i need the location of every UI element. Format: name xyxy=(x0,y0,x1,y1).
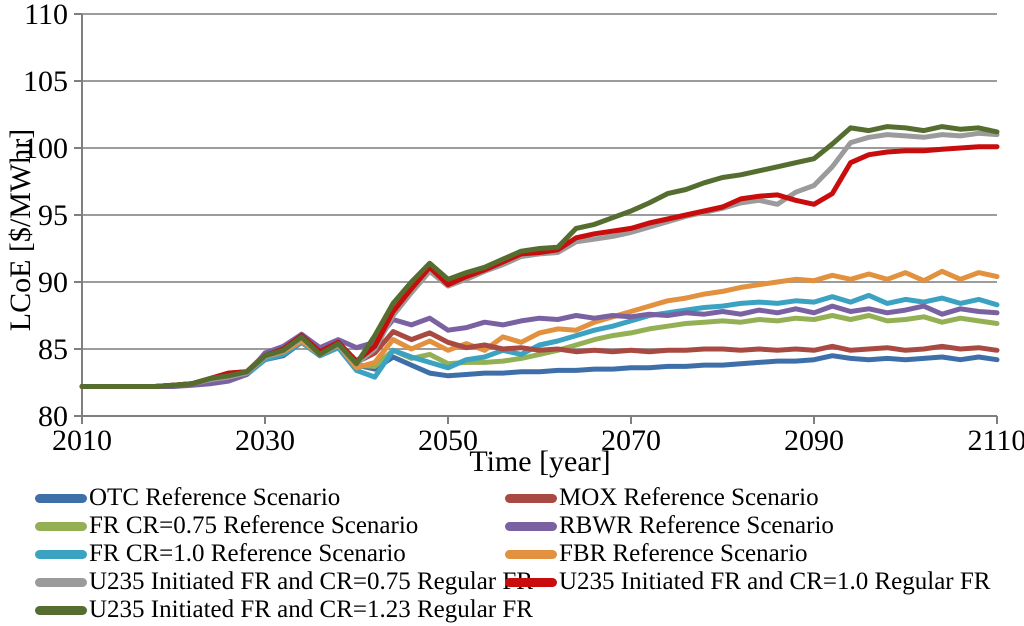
legend-swatch xyxy=(35,493,87,503)
y-tick-label-110: 110 xyxy=(24,0,68,31)
legend-swatch xyxy=(35,521,87,531)
legend-swatch xyxy=(35,549,87,559)
legend-label: OTC Reference Scenario xyxy=(89,484,341,511)
series-line-fbr-reference-scenario xyxy=(79,268,1000,389)
legend-label: U235 Initiated FR and CR=1.0 Regular FR xyxy=(559,568,991,595)
y-tick-label-85: 85 xyxy=(38,333,68,366)
legend-swatch xyxy=(35,577,87,587)
legend-item: RBWR Reference Scenario xyxy=(505,512,1024,540)
legend-swatch xyxy=(35,605,87,615)
legend-item: U235 Initiated FR and CR=0.75 Regular FR xyxy=(35,568,533,596)
legend-swatch xyxy=(505,493,557,503)
series-lines xyxy=(79,124,1000,389)
y-tick-label-105: 105 xyxy=(23,65,68,98)
legend-item: U235 Initiated FR and CR=1.23 Regular FR xyxy=(35,596,533,624)
y-tick-label-80: 80 xyxy=(38,400,68,433)
legend-item: OTC Reference Scenario xyxy=(35,484,505,512)
lcoe-line-chart: 80 85 90 95 100 105 110 2010 2030 2050 2070 2090 211… xyxy=(4,0,1024,478)
y-axis-title: LCoE [$/MWhr] xyxy=(4,129,37,331)
legend-label: RBWR Reference Scenario xyxy=(559,512,834,539)
x-tick-label-2050: 2050 xyxy=(418,424,478,457)
legend-label: FBR Reference Scenario xyxy=(559,540,808,567)
axes xyxy=(74,13,998,424)
x-tick-label-2070: 2070 xyxy=(601,424,661,457)
legend-item: FR CR=0.75 Reference Scenario xyxy=(35,512,505,540)
legend-label: FR CR=1.0 Reference Scenario xyxy=(89,540,406,567)
legend-swatch xyxy=(505,577,557,587)
legend-item: FR CR=1.0 Reference Scenario xyxy=(35,540,505,568)
legend-swatch xyxy=(505,549,557,559)
series-line-rbwr-reference-scenario xyxy=(79,303,1000,389)
x-tick-label-2090: 2090 xyxy=(784,424,844,457)
y-tick-label-95: 95 xyxy=(38,199,68,232)
x-axis-title: Time [year] xyxy=(469,445,610,478)
chart-legend: OTC Reference Scenario FR CR=0.75 Refere… xyxy=(0,484,1024,624)
legend-column-right: MOX Reference Scenario RBWR Reference Sc… xyxy=(505,484,1024,624)
x-tick-label-2110: 2110 xyxy=(968,424,1024,457)
x-tick-label-2030: 2030 xyxy=(235,424,295,457)
legend-item: U235 Initiated FR and CR=1.0 Regular FR xyxy=(505,568,1024,596)
tick-labels: 80 85 90 95 100 105 110 2010 2030 2050 2070 2090 211… xyxy=(23,0,1024,457)
legend-label: U235 Initiated FR and CR=1.23 Regular FR xyxy=(89,596,533,623)
legend-item: FBR Reference Scenario xyxy=(505,540,1024,568)
legend-label: FR CR=0.75 Reference Scenario xyxy=(89,512,419,539)
legend-label: MOX Reference Scenario xyxy=(559,484,819,511)
x-tick-label-2010: 2010 xyxy=(52,424,112,457)
legend-column-left: OTC Reference Scenario FR CR=0.75 Refere… xyxy=(35,484,533,624)
legend-label: U235 Initiated FR and CR=0.75 Regular FR xyxy=(89,568,533,595)
legend-swatch xyxy=(505,521,557,531)
series-line-u235-initiated-fr-and-cr-1-23-regular-fr xyxy=(79,124,1000,389)
legend-item: MOX Reference Scenario xyxy=(505,484,1024,512)
y-tick-label-90: 90 xyxy=(38,266,68,299)
y-tick-label-100: 100 xyxy=(23,132,68,165)
